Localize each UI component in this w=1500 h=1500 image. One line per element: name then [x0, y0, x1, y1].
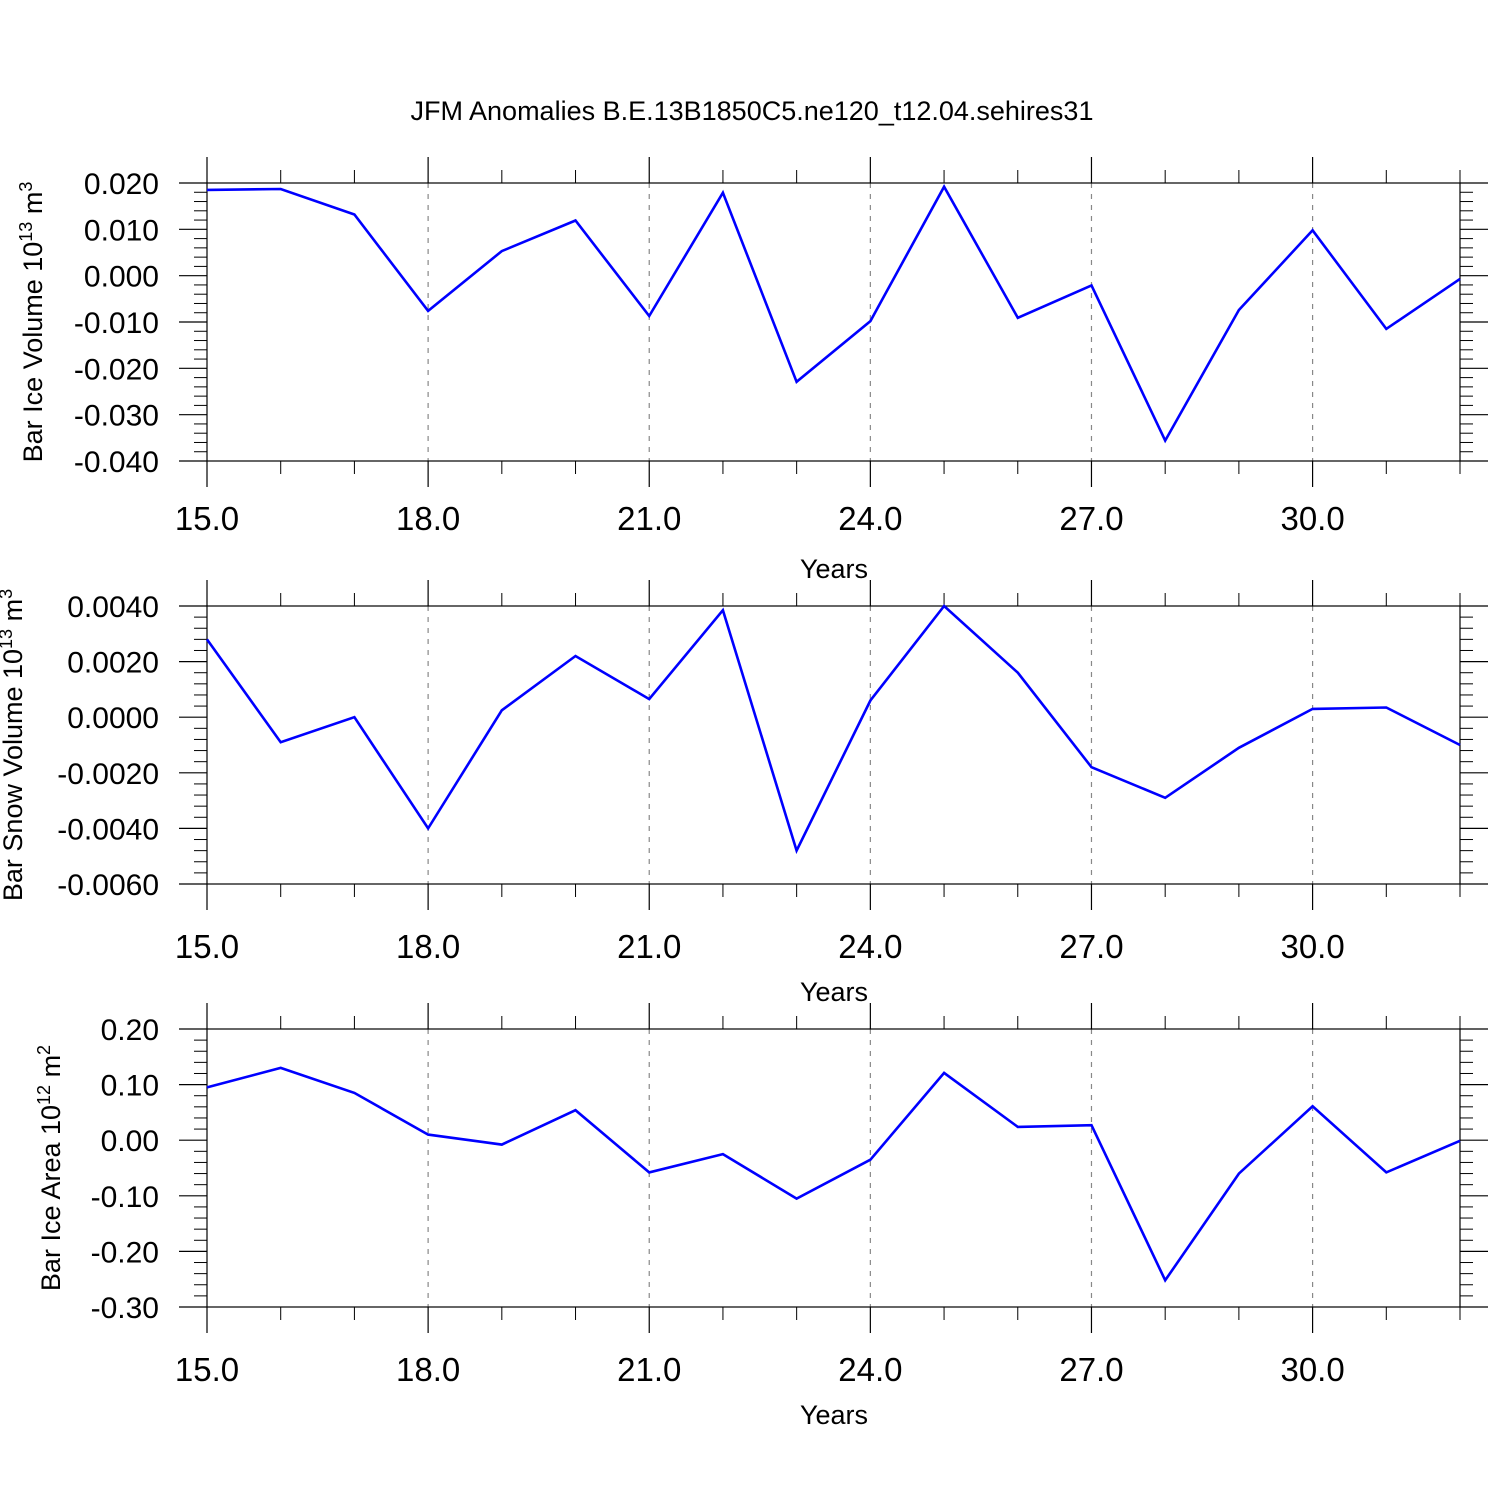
- y-tick-label: 0.00: [101, 1125, 159, 1158]
- x-axis-title: Years: [800, 554, 868, 584]
- y-axis-title: Bar Snow Volume 1013 m3: [0, 589, 28, 901]
- plot-frame: [206, 605, 1461, 885]
- y-tick-label: 0.010: [84, 214, 159, 247]
- y-tick-label: -0.040: [74, 446, 159, 479]
- x-tick-label: 18.0: [396, 928, 460, 965]
- x-tick-label: 15.0: [175, 1351, 239, 1388]
- y-axis-title: Bar Ice Area 1012 m2: [34, 1045, 66, 1291]
- x-tick-label: 27.0: [1059, 1351, 1123, 1388]
- series-line: [206, 1066, 1461, 1283]
- x-tick-label: 24.0: [838, 1351, 902, 1388]
- y-tick-label: 0.0040: [67, 591, 159, 624]
- y-tick-label: -0.10: [91, 1181, 159, 1214]
- y-tick-label: -0.30: [91, 1292, 159, 1325]
- chart-title: JFM Anomalies B.E.13B1850C5.ne120_t12.04…: [411, 96, 1094, 126]
- y-tick-label: -0.20: [91, 1236, 159, 1269]
- x-tick-label: 24.0: [838, 500, 902, 537]
- y-tick-label: 0.0000: [67, 702, 159, 735]
- x-tick-label: 15.0: [175, 500, 239, 537]
- plot-frame: [206, 1028, 1461, 1308]
- chart-panels: 15.0 18.0 21.0 24.0 27.0 30.0 0.020 0.010 0.000 -…: [0, 157, 1488, 1430]
- chart-panel-2: 15.0 18.0 21.0 24.0 27.0 30.0 0.0040 0.0020 0.00…: [0, 580, 1488, 1007]
- series-line: [205, 604, 1461, 855]
- x-tick-label: 30.0: [1280, 500, 1344, 537]
- x-axis-title: Years: [800, 977, 868, 1007]
- y-tick-label: -0.030: [74, 400, 159, 433]
- x-tick-label: 18.0: [396, 1351, 460, 1388]
- y-tick-label: -0.0020: [57, 758, 159, 791]
- x-tick-label: 21.0: [617, 928, 681, 965]
- y-tick-label: 0.000: [84, 261, 159, 294]
- x-tick-label: 21.0: [617, 1351, 681, 1388]
- x-tick-label: 18.0: [396, 500, 460, 537]
- y-tick-label: 0.020: [84, 168, 159, 201]
- y-tick-label: -0.0060: [57, 869, 159, 902]
- x-tick-label: 30.0: [1280, 1351, 1344, 1388]
- x-tick-label: 27.0: [1059, 928, 1123, 965]
- x-axis-title: Years: [800, 1400, 868, 1430]
- y-axis-title: Bar Ice Volume 1013 m3: [16, 182, 48, 463]
- x-tick-label: 30.0: [1280, 928, 1344, 965]
- series-line: [206, 184, 1461, 444]
- chart-panel-3: 15.0 18.0 21.0 24.0 27.0 30.0 0.20 0.10 0.00 -0.1…: [34, 1003, 1488, 1430]
- y-tick-label: -0.010: [74, 307, 159, 340]
- y-tick-label: -0.020: [74, 353, 159, 386]
- chart-panel-1: 15.0 18.0 21.0 24.0 27.0 30.0 0.020 0.010 0.000 -…: [16, 157, 1488, 584]
- x-tick-label: 27.0: [1059, 500, 1123, 537]
- x-tick-label: 21.0: [617, 500, 681, 537]
- y-tick-label: -0.0040: [57, 813, 159, 846]
- y-tick-label: 0.10: [101, 1070, 159, 1103]
- x-tick-label: 15.0: [175, 928, 239, 965]
- plot-frame: [206, 182, 1461, 462]
- y-tick-label: 0.20: [101, 1014, 159, 1047]
- y-tick-label: 0.0020: [67, 647, 159, 680]
- x-tick-label: 24.0: [838, 928, 902, 965]
